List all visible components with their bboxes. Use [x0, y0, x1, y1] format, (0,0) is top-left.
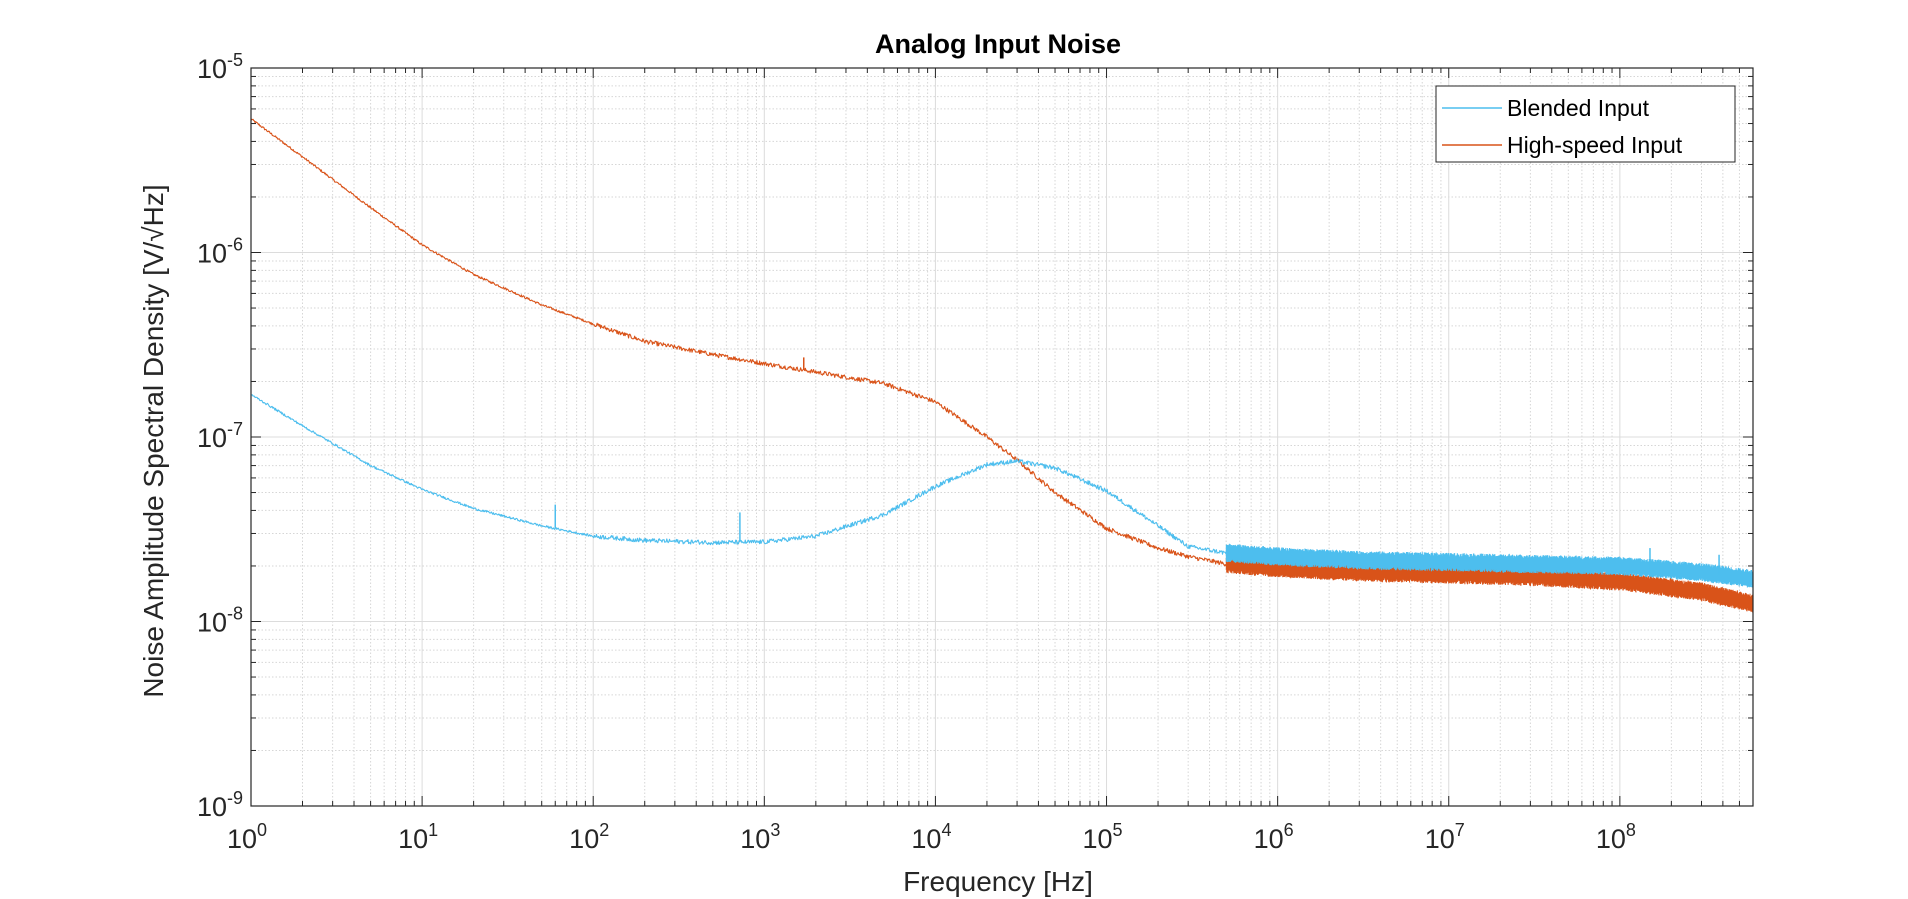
x-tick-label: 107	[1425, 820, 1465, 854]
y-tick-label: 10-9	[197, 788, 243, 822]
y-tick-label: 10-7	[197, 419, 243, 453]
legend-box	[1435, 85, 1736, 163]
axes-box	[250, 67, 1754, 807]
x-tick-label: 104	[911, 820, 951, 854]
x-axis-label: Frequency [Hz]	[903, 866, 1093, 897]
y-axis-label: Noise Amplitude Spectral Density [V/√Hz]	[138, 184, 169, 697]
legend-label-blended-input: Blended Input	[1507, 95, 1650, 121]
x-tick-labels: 100 101 102 103 104 105 106 107 108	[227, 820, 1636, 854]
series-band-high-speed-input	[1225, 555, 1754, 613]
legend-label-high-speed-input: High-speed Input	[1507, 132, 1683, 158]
legend: Blended Input High-speed Input	[1435, 85, 1736, 163]
x-tick-label: 105	[1083, 820, 1123, 854]
x-tick-label: 103	[740, 820, 780, 854]
x-tick-label: 102	[569, 820, 609, 854]
y-tick-label: 10-6	[197, 235, 243, 269]
x-tick-label: 100	[227, 820, 267, 854]
x-tick-label: 106	[1254, 820, 1294, 854]
series-layer	[250, 118, 1754, 613]
y-tick-label: 10-5	[197, 50, 243, 84]
series-band-blended-input	[1225, 544, 1754, 588]
x-tick-label: 108	[1596, 820, 1636, 854]
x-tick-label: 101	[398, 820, 438, 854]
y-tick-label: 10-8	[197, 604, 243, 638]
y-tick-labels: 10-5 10-6 10-7 10-8 10-9	[197, 50, 243, 822]
chart-title: Analog Input Noise	[875, 29, 1121, 59]
